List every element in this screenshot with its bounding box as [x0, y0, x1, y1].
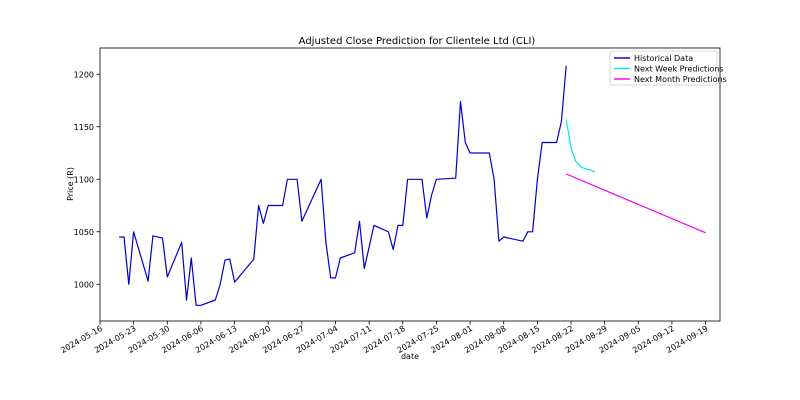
legend-label: Next Week Predictions	[634, 65, 724, 74]
y-tick-label: 1200	[74, 70, 94, 79]
legend-label: Next Month Predictions	[634, 75, 727, 84]
series-line-next-month-predictions	[565, 173, 706, 234]
series-line-historical-data	[119, 65, 567, 306]
y-tick-label: 1000	[74, 280, 94, 289]
chart-title: Adjusted Close Prediction for Clientele …	[299, 36, 536, 47]
y-tick-label: 1100	[74, 175, 94, 184]
y-tick-label: 1150	[74, 123, 94, 132]
plot-frame	[99, 47, 721, 322]
series-lines	[119, 65, 706, 306]
series-line-next-week-predictions	[565, 119, 596, 173]
x-axis-label: date	[401, 352, 419, 361]
y-axis: 1000 1050 1100 1150 1200	[74, 70, 100, 289]
legend-box	[609, 50, 718, 86]
y-tick-label: 1050	[74, 228, 94, 237]
legend: Historical Data Next Week PredictionsNext…	[609, 50, 727, 86]
y-axis-label: Price (R)	[66, 167, 75, 201]
legend-label: Historical Data	[634, 54, 693, 63]
